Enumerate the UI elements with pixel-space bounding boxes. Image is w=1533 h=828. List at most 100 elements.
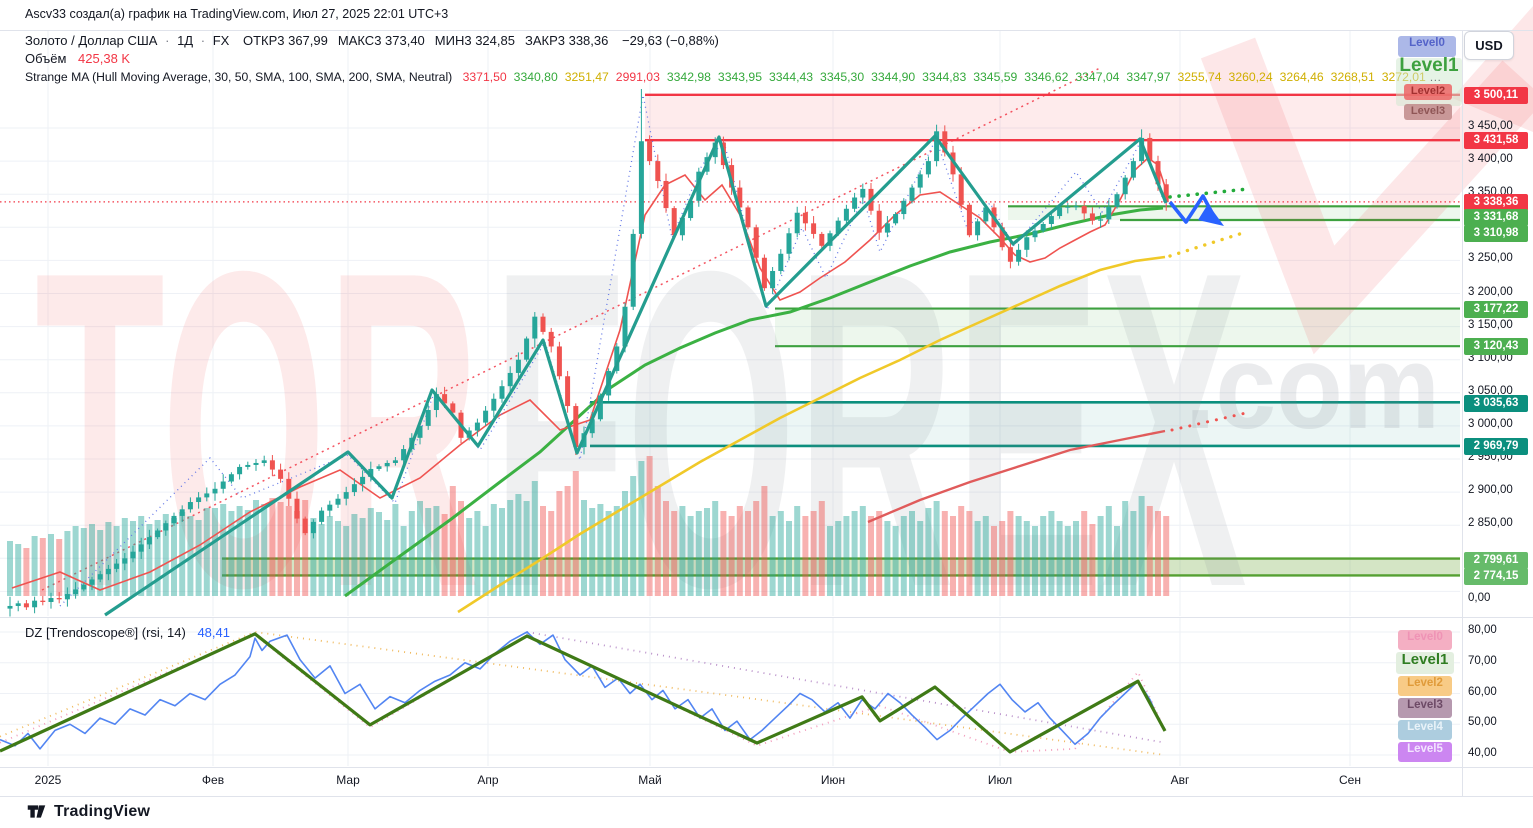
volume-bar <box>679 506 686 596</box>
rsi-axis[interactable]: 80,00 70,00 60,00 50,00 40,00 <box>1462 0 1533 828</box>
interval-label[interactable]: 1Д <box>177 33 194 48</box>
volume-bar <box>7 541 13 596</box>
candle-body <box>212 488 218 494</box>
volume-bar <box>1056 521 1063 596</box>
drawn-arrow-head <box>1198 204 1224 226</box>
currency-button[interactable]: USD <box>1464 31 1514 60</box>
strange-ma-value: 3251,47 <box>564 70 609 84</box>
volume-bar <box>581 500 587 596</box>
candle-body <box>507 372 513 387</box>
candle-body <box>1007 247 1013 262</box>
candle-body <box>745 207 751 228</box>
volume-bar <box>982 516 989 596</box>
ohlc-field: МИН3 324,85 <box>434 33 515 48</box>
time-label: Июн <box>820 773 846 787</box>
level-badge-label: Level4 <box>1407 721 1443 733</box>
candle-body <box>179 509 185 516</box>
volume-row[interactable]: Объём 425,38 K <box>25 51 1441 67</box>
volume-bar <box>441 514 448 596</box>
candle-body <box>450 403 456 413</box>
candle-body <box>89 579 95 585</box>
level-badge-level0: Level0 <box>1398 630 1452 650</box>
level-badge-level2: Level2 <box>1404 84 1452 100</box>
price-tick: 3 000,00 <box>1468 418 1513 430</box>
candle-body <box>622 306 628 347</box>
candle-body <box>770 270 776 289</box>
volume-bar <box>613 506 620 596</box>
candle-body <box>1163 184 1169 203</box>
candle-body <box>909 187 915 201</box>
volume-bar <box>671 511 678 596</box>
volume-bar <box>851 511 858 596</box>
candle-body <box>1057 207 1063 217</box>
exchange-label: FX <box>212 33 230 48</box>
separator-dot: · <box>200 33 206 48</box>
candle-body <box>335 498 341 505</box>
volume-bar <box>523 501 530 596</box>
volume-bar <box>212 508 218 596</box>
candle-body <box>1032 230 1038 238</box>
candle-body <box>893 214 899 224</box>
volume-bar <box>326 516 333 596</box>
candle-body <box>261 460 267 463</box>
volume-bar <box>425 508 432 596</box>
volume-bar <box>195 520 202 596</box>
volume-bar <box>285 506 292 596</box>
candle-body <box>56 598 62 600</box>
strange-ma-value: 3345,30 <box>820 70 865 84</box>
candle-body <box>269 460 275 470</box>
ohlc-field: ЗАКР3 338,36 <box>524 33 609 48</box>
level-badge-label: Level0 <box>1409 37 1445 49</box>
candle-body <box>540 316 546 332</box>
volume-bar <box>261 504 268 596</box>
volume-bar <box>630 476 637 596</box>
price-axis[interactable]: 3 450,00 3 400,00 3 350,00 3 250,00 3 200,00… <box>1462 0 1533 828</box>
volume-bar <box>695 511 702 596</box>
rsi-title[interactable]: DZ [Trendoscope®] (rsi, 14) <box>25 625 186 640</box>
symbol-row[interactable]: Золото / Доллар США · 1Д · FX ОТКР3 367,… <box>25 33 1441 49</box>
candle-body <box>204 493 210 498</box>
time-axis[interactable]: 2025 Фев Мар Апр Май Июн Июл Авг Сен <box>0 770 1462 796</box>
candle-body <box>1122 177 1128 195</box>
watermark-text: .com <box>1185 320 1440 454</box>
snapshot-header: Ascv33 создал(а) график на TradingView.c… <box>25 7 449 21</box>
strange-ma-values: 3371,50 3340,80 3251,47 2991,03 3342,98 3343,… <box>456 70 1426 84</box>
rsi-indicator-row[interactable]: DZ [Trendoscope®] (rsi, 14) 48,41 <box>25 625 230 640</box>
price-badge: 3 500,11 <box>1464 86 1528 104</box>
volume-bar <box>531 481 538 596</box>
volume-bar <box>162 514 169 596</box>
candle-body <box>294 498 300 519</box>
tradingview-logo[interactable]: TradingView <box>26 801 150 822</box>
pane-divider[interactable] <box>0 617 1533 618</box>
change-value: −29,63 (−0,88%) <box>621 33 719 48</box>
volume-bar <box>794 506 801 596</box>
candle-body <box>7 605 13 609</box>
symbol-name[interactable]: Золото / Доллар США <box>25 33 158 48</box>
volume-bar <box>777 511 784 596</box>
price-tick: 3 400,00 <box>1468 153 1513 165</box>
strange-ma-value: 3342,98 <box>666 70 711 84</box>
strange-ma-row[interactable]: Strange MA (Hull Moving Average, 30, 50,… <box>25 69 1441 85</box>
volume-bar <box>433 506 440 596</box>
candle-body <box>40 600 46 602</box>
volume-bar <box>15 544 22 596</box>
time-label: 2025 <box>34 773 62 787</box>
candle-body <box>155 530 161 538</box>
candle-body <box>999 227 1005 248</box>
level-badge-label: Level5 <box>1407 743 1443 755</box>
volume-bar <box>1081 511 1088 596</box>
volume-bar <box>310 518 317 596</box>
volume-bar <box>859 506 866 596</box>
candle-body <box>811 223 817 234</box>
time-label: Авг <box>1170 773 1190 787</box>
volume-bar <box>991 526 997 596</box>
volume-label: Объём <box>25 51 67 66</box>
volume-bar <box>1023 521 1030 596</box>
layer-over <box>104 134 1250 617</box>
strange-ma-title[interactable]: Strange MA (Hull Moving Average, 30, 50,… <box>25 70 453 84</box>
rsi-tick: 50,00 <box>1468 716 1497 729</box>
volume-bar <box>761 486 768 596</box>
volume-bar <box>728 516 735 596</box>
volume-bar <box>1114 526 1120 596</box>
